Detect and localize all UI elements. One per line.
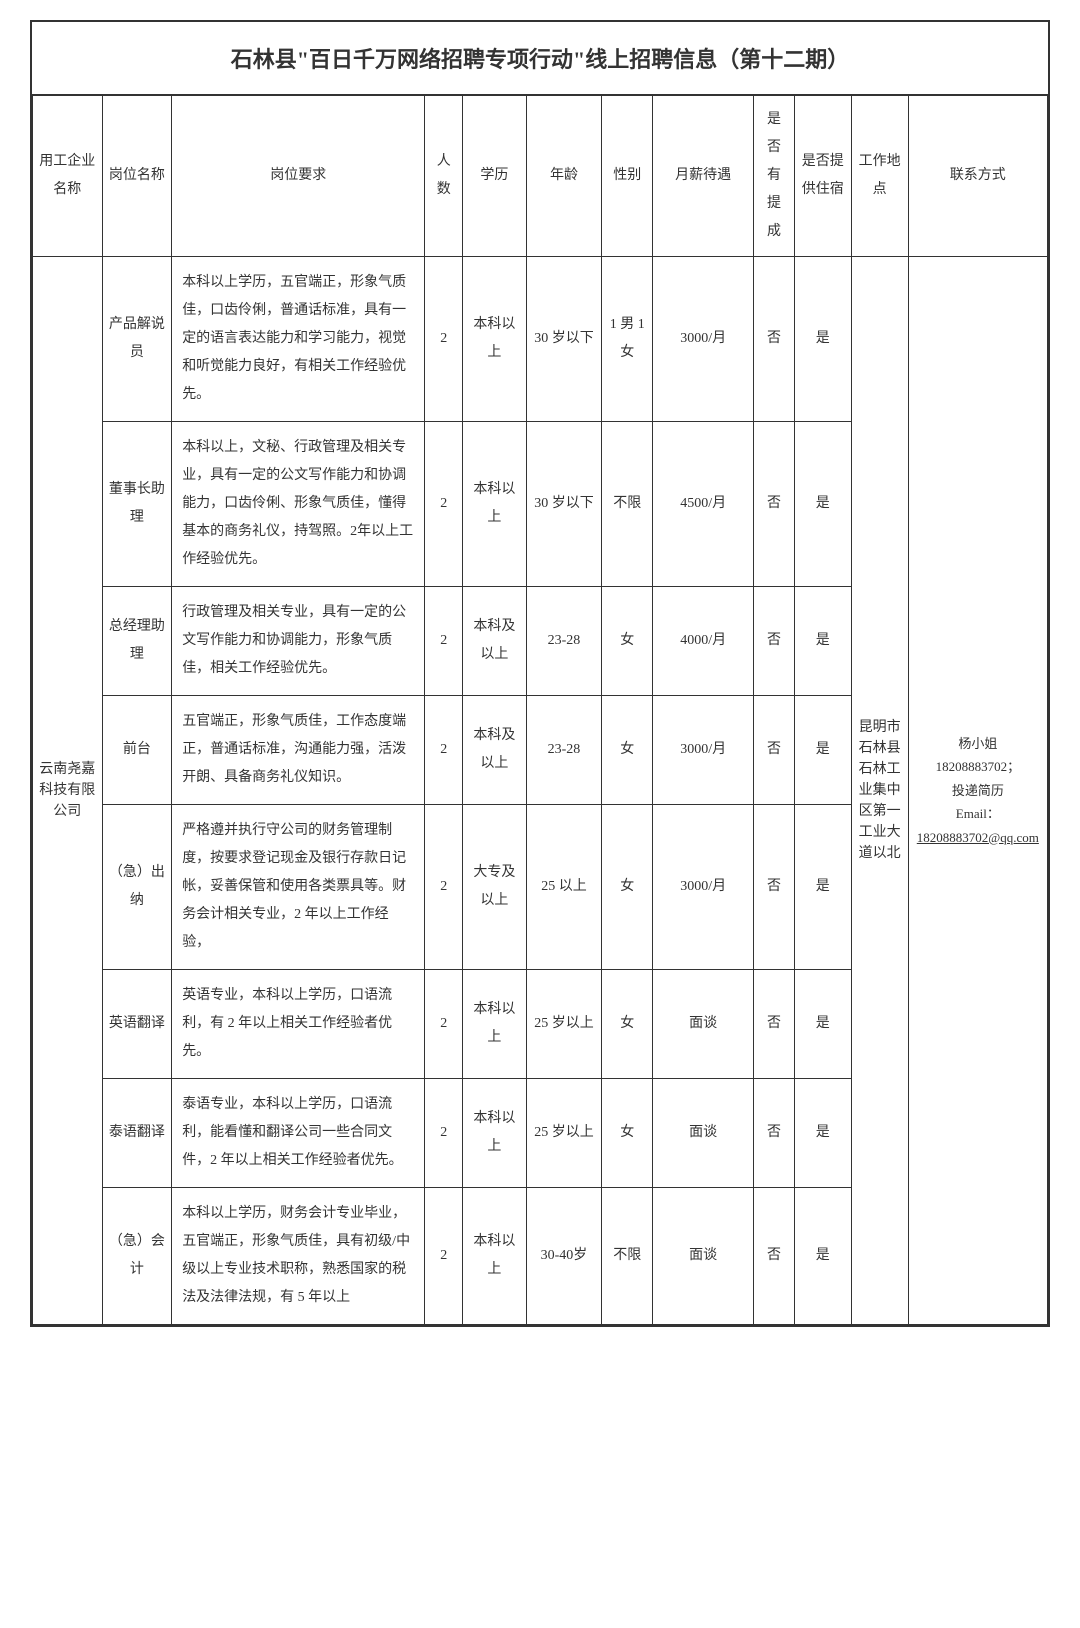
cell-education: 本科以上: [463, 1079, 526, 1188]
cell-accommodation: 是: [794, 257, 851, 422]
contact-email-label: Email：: [956, 806, 1000, 821]
cell-requirement: 泰语专业，本科以上学历，口语流利，能看懂和翻译公司一些合同文件，2 年以上相关工…: [172, 1079, 425, 1188]
cell-education: 本科及以上: [463, 696, 526, 805]
table-header-row: 用工企业名称 岗位名称 岗位要求 人数 学历 年龄 性别 月薪待遇 是否有提成 …: [33, 96, 1048, 257]
cell-commission: 否: [754, 970, 794, 1079]
header-requirement: 岗位要求: [172, 96, 425, 257]
header-contact: 联系方式: [908, 96, 1047, 257]
header-company: 用工企业名称: [33, 96, 103, 257]
cell-accommodation: 是: [794, 805, 851, 970]
header-commission: 是否有提成: [754, 96, 794, 257]
header-position: 岗位名称: [102, 96, 172, 257]
cell-age: 30-40岁: [526, 1188, 602, 1325]
cell-contact: 杨小姐 18208883702； 投递简历 Email： 18208883702@qq.…: [908, 257, 1047, 1325]
header-gender: 性别: [602, 96, 653, 257]
cell-education: 本科以上: [463, 257, 526, 422]
cell-gender: 女: [602, 805, 653, 970]
cell-position: （急）会计: [102, 1188, 172, 1325]
cell-position: 泰语翻译: [102, 1079, 172, 1188]
cell-age: 30 岁以下: [526, 257, 602, 422]
header-accommodation: 是否提供住宿: [794, 96, 851, 257]
cell-count: 2: [425, 422, 463, 587]
cell-requirement: 英语专业，本科以上学历，口语流利，有 2 年以上相关工作经验者优先。: [172, 970, 425, 1079]
document-container: 石林县"百日千万网络招聘专项行动"线上招聘信息（第十二期） 用工企业名称 岗位名…: [30, 20, 1050, 1327]
cell-position: 英语翻译: [102, 970, 172, 1079]
cell-gender: 女: [602, 587, 653, 696]
cell-count: 2: [425, 805, 463, 970]
cell-age: 25 岁以上: [526, 970, 602, 1079]
cell-accommodation: 是: [794, 696, 851, 805]
document-title: 石林县"百日千万网络招聘专项行动"线上招聘信息（第十二期）: [32, 22, 1048, 95]
cell-requirement: 五官端正，形象气质佳，工作态度端正，普通话标准，沟通能力强，活泼开朗、具备商务礼…: [172, 696, 425, 805]
header-count: 人数: [425, 96, 463, 257]
cell-gender: 1 男 1 女: [602, 257, 653, 422]
cell-gender: 不限: [602, 1188, 653, 1325]
cell-count: 2: [425, 257, 463, 422]
cell-position: 产品解说员: [102, 257, 172, 422]
cell-salary: 3000/月: [653, 257, 754, 422]
cell-age: 25 岁以上: [526, 1079, 602, 1188]
cell-accommodation: 是: [794, 970, 851, 1079]
cell-position: 董事长助理: [102, 422, 172, 587]
cell-position: （急）出纳: [102, 805, 172, 970]
cell-count: 2: [425, 1079, 463, 1188]
cell-education: 大专及以上: [463, 805, 526, 970]
cell-requirement: 行政管理及相关专业，具有一定的公文写作能力和协调能力，形象气质佳，相关工作经验优…: [172, 587, 425, 696]
cell-position: 总经理助理: [102, 587, 172, 696]
cell-accommodation: 是: [794, 587, 851, 696]
cell-accommodation: 是: [794, 1079, 851, 1188]
cell-commission: 否: [754, 805, 794, 970]
cell-age: 30 岁以下: [526, 422, 602, 587]
contact-name: 杨小姐: [958, 736, 997, 751]
cell-gender: 女: [602, 970, 653, 1079]
cell-commission: 否: [754, 1188, 794, 1325]
cell-commission: 否: [754, 587, 794, 696]
cell-commission: 否: [754, 1079, 794, 1188]
cell-gender: 女: [602, 696, 653, 805]
cell-education: 本科及以上: [463, 587, 526, 696]
cell-salary: 面谈: [653, 970, 754, 1079]
cell-salary: 面谈: [653, 1188, 754, 1325]
header-location: 工作地点: [851, 96, 908, 257]
contact-resume-label: 投递简历: [952, 783, 1004, 798]
cell-company: 云南尧嘉科技有限公司: [33, 257, 103, 1325]
cell-accommodation: 是: [794, 1188, 851, 1325]
cell-location: 昆明市石林县石林工业集中区第一工业大道以北: [851, 257, 908, 1325]
cell-age: 25 以上: [526, 805, 602, 970]
cell-commission: 否: [754, 257, 794, 422]
header-salary: 月薪待遇: [653, 96, 754, 257]
cell-salary: 4500/月: [653, 422, 754, 587]
cell-gender: 不限: [602, 422, 653, 587]
cell-commission: 否: [754, 696, 794, 805]
recruitment-table: 用工企业名称 岗位名称 岗位要求 人数 学历 年龄 性别 月薪待遇 是否有提成 …: [32, 95, 1048, 1325]
header-education: 学历: [463, 96, 526, 257]
table-row: 云南尧嘉科技有限公司产品解说员本科以上学历，五官端正，形象气质佳，口齿伶俐，普通…: [33, 257, 1048, 422]
cell-education: 本科以上: [463, 1188, 526, 1325]
cell-count: 2: [425, 970, 463, 1079]
cell-education: 本科以上: [463, 970, 526, 1079]
cell-age: 23-28: [526, 587, 602, 696]
cell-salary: 3000/月: [653, 805, 754, 970]
cell-requirement: 本科以上，文秘、行政管理及相关专业，具有一定的公文写作能力和协调能力，口齿伶俐、…: [172, 422, 425, 587]
cell-salary: 4000/月: [653, 587, 754, 696]
cell-age: 23-28: [526, 696, 602, 805]
cell-gender: 女: [602, 1079, 653, 1188]
contact-email: 18208883702@qq.com: [917, 830, 1039, 845]
cell-count: 2: [425, 1188, 463, 1325]
cell-requirement: 本科以上学历，五官端正，形象气质佳，口齿伶俐，普通话标准，具有一定的语言表达能力…: [172, 257, 425, 422]
contact-phone: 18208883702；: [936, 759, 1021, 774]
cell-requirement: 严格遵并执行守公司的财务管理制度，按要求登记现金及银行存款日记帐，妥善保管和使用…: [172, 805, 425, 970]
cell-salary: 面谈: [653, 1079, 754, 1188]
cell-position: 前台: [102, 696, 172, 805]
cell-salary: 3000/月: [653, 696, 754, 805]
cell-accommodation: 是: [794, 422, 851, 587]
cell-count: 2: [425, 696, 463, 805]
cell-requirement: 本科以上学历，财务会计专业毕业，五官端正，形象气质佳，具有初级/中级以上专业技术…: [172, 1188, 425, 1325]
cell-count: 2: [425, 587, 463, 696]
cell-education: 本科以上: [463, 422, 526, 587]
header-age: 年龄: [526, 96, 602, 257]
cell-commission: 否: [754, 422, 794, 587]
